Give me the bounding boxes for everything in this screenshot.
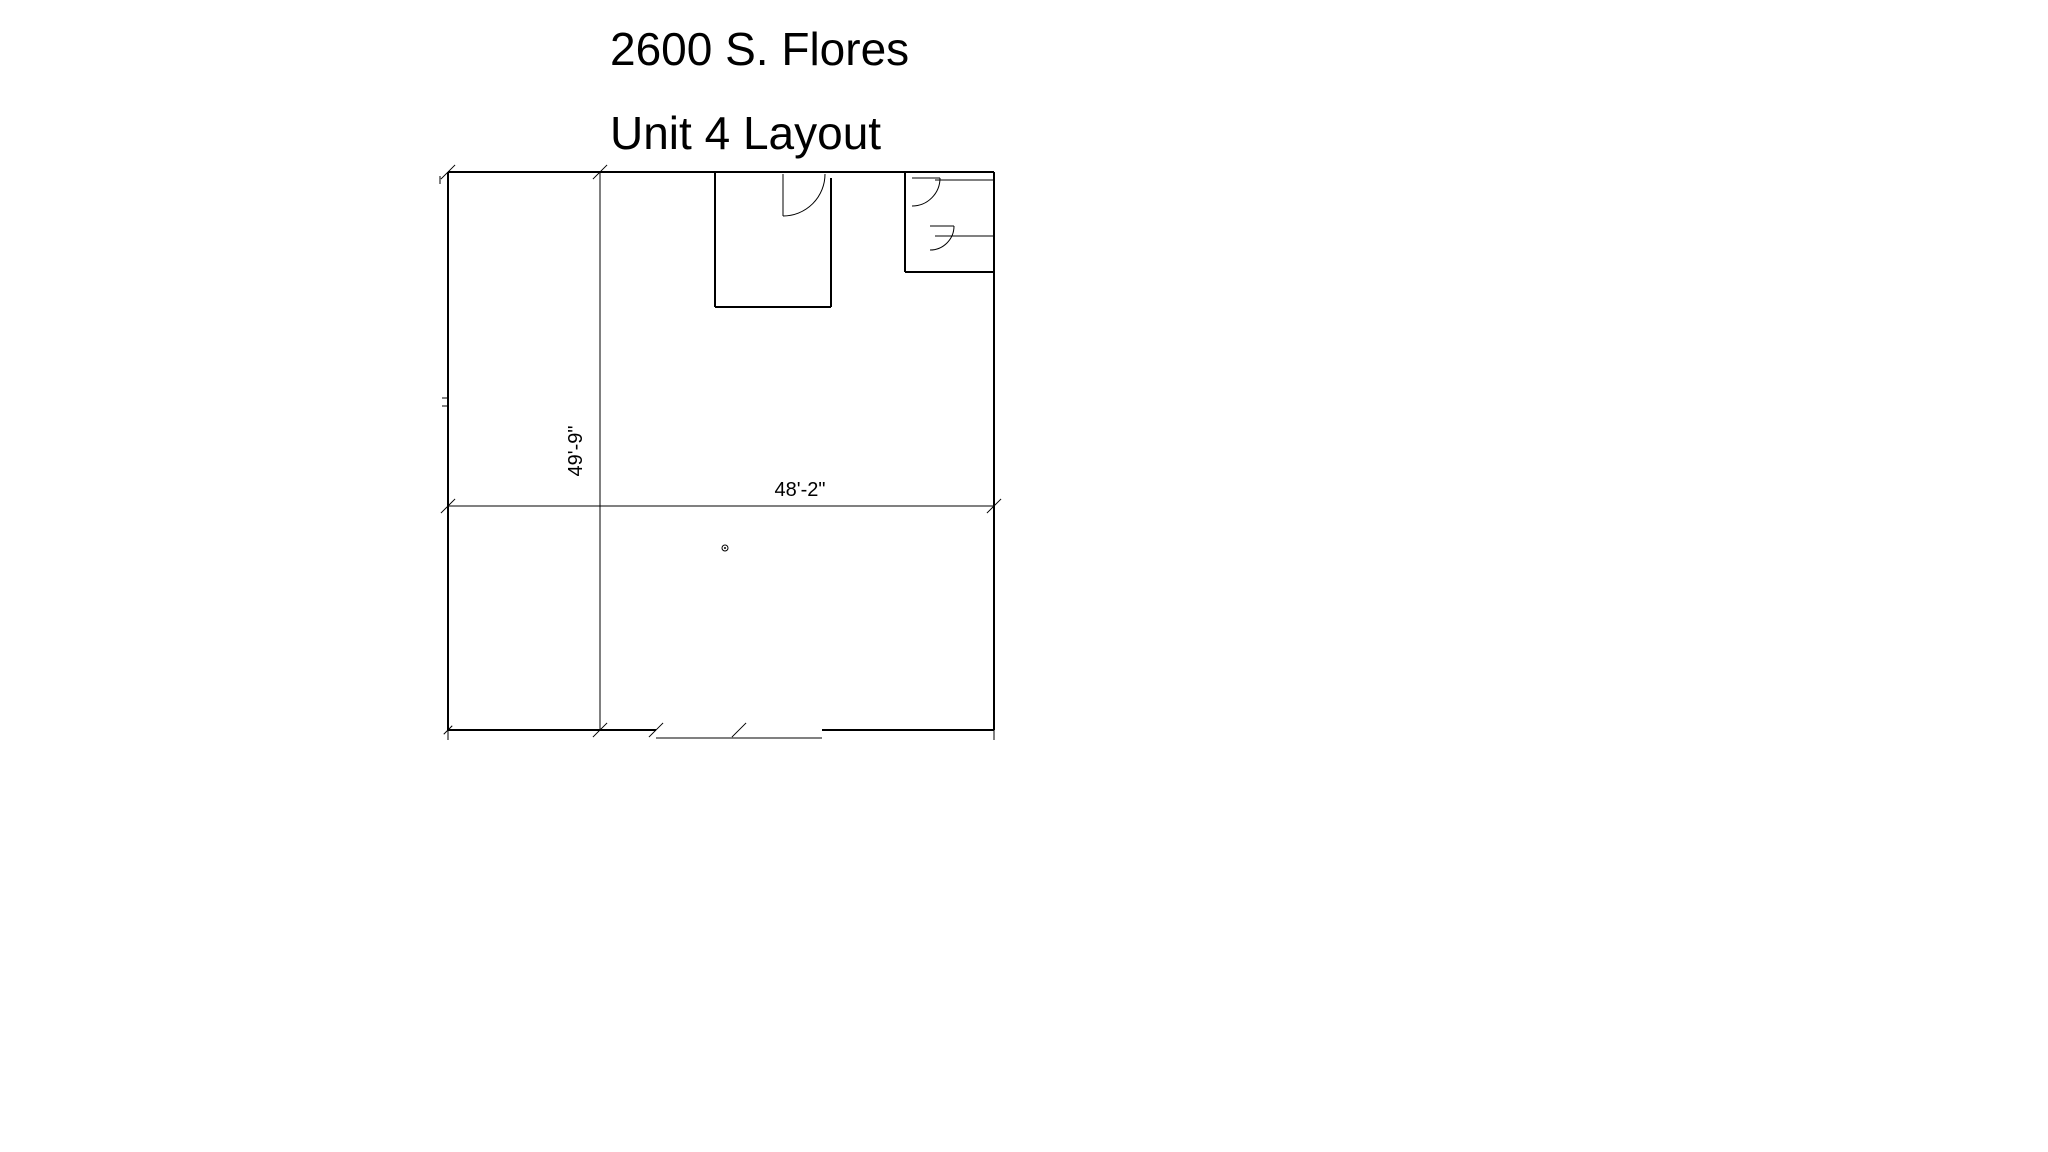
dimension-height-label: 49'-9" — [565, 426, 587, 477]
page: 2600 S. Flores Unit 4 Layout 48'-2"49'-9… — [0, 0, 2048, 1152]
dimension-width-label: 48'-2" — [775, 479, 826, 501]
floorplan-diagram: 48'-2" 49'-9" — [0, 0, 2048, 1152]
